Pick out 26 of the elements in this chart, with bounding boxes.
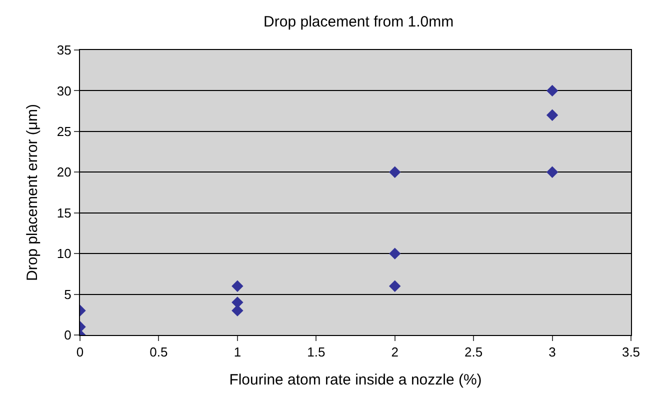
y-axis-title: Drop placement error (μm) — [24, 104, 42, 282]
x-tick-label: 0.5 — [150, 344, 168, 360]
x-axis-title: Flourine atom rate inside a nozzle (%) — [229, 372, 482, 389]
x-tick-label: 0 — [76, 344, 84, 360]
point — [232, 280, 244, 292]
point — [546, 166, 558, 178]
x-tick-label: 3 — [548, 344, 556, 360]
point — [546, 84, 558, 97]
point — [389, 248, 401, 260]
point — [389, 166, 401, 178]
point — [389, 280, 401, 292]
point — [546, 109, 558, 121]
y-tick-label: 0 — [64, 328, 72, 343]
y-tick-label: 15 — [56, 205, 72, 220]
x-tick-label: 2 — [391, 344, 398, 360]
x-tick-label: 3.5 — [622, 344, 640, 360]
x-tick-label: 2.5 — [464, 344, 483, 360]
x-tick-label: 1 — [234, 344, 242, 360]
y-tick-label: 20 — [56, 164, 72, 180]
y-tick-label: 35 — [56, 42, 72, 58]
y-tick-label: 5 — [64, 286, 72, 302]
y-tick-label: 30 — [56, 83, 72, 98]
y-tick-label: 25 — [56, 124, 72, 139]
y-tick-label: 10 — [56, 246, 72, 262]
x-tick-label: 1.5 — [307, 344, 326, 360]
chart-title: Drop placement from 1.0mm — [264, 14, 454, 31]
